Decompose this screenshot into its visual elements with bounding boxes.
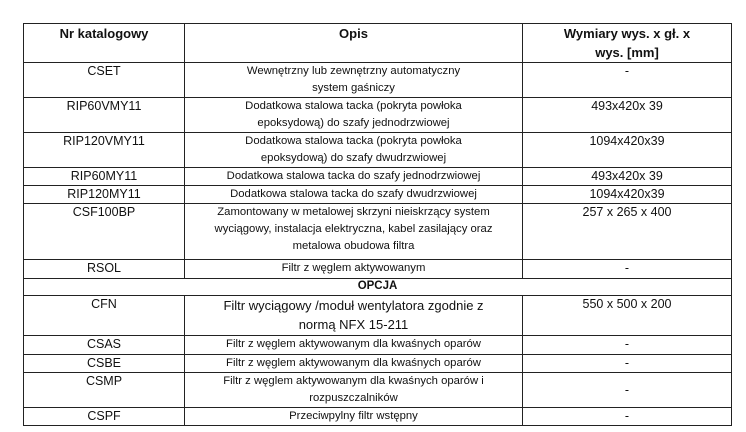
table-row: RSOL Filtr z węglem aktywowanym - (23, 259, 732, 279)
dimensions: - (522, 372, 732, 408)
catalog-number: RIP120MY11 (23, 185, 185, 204)
table-row: CFN Filtr wyciągowy /moduł wentylatora z… (23, 295, 732, 336)
description: Filtr z węglem aktywowanym dla kwaśnych … (184, 354, 523, 373)
table-row: CSBE Filtr z węglem aktywowanym dla kwaś… (23, 354, 732, 373)
table-row: CSF100BP Zamontowany w metalowej skrzyni… (23, 203, 732, 260)
dimensions: 550 x 500 x 200 (522, 295, 732, 336)
header-description: Opis (184, 23, 523, 63)
dimensions: - (522, 259, 732, 279)
dimensions: 257 x 265 x 400 (522, 203, 732, 260)
dimensions: 493x420x 39 (522, 97, 732, 133)
option-label: OPCJA (23, 278, 732, 296)
table-row: CSAS Filtr z węglem aktywowanym dla kwaś… (23, 335, 732, 355)
dimensions: 493x420x 39 (522, 167, 732, 186)
dimensions: - (522, 354, 732, 373)
table-row: RIP120VMY11 Dodatkowa stalowa tacka (pok… (23, 132, 732, 168)
table-row: CSPF Przeciwpylny filtr wstępny - (23, 407, 732, 426)
catalog-number: RSOL (23, 259, 185, 279)
dimensions: 1094x420x39 (522, 185, 732, 204)
header-dimensions: Wymiary wys. x gł. x wys. [mm] (522, 23, 732, 63)
description: Dodatkowa stalowa tacka (pokryta powłoka… (184, 97, 523, 133)
table-row: CSMP Filtr z węglem aktywowanym dla kwaś… (23, 372, 732, 408)
description: Filtr wyciągowy /moduł wentylatora zgodn… (184, 295, 523, 336)
description: Filtr z węglem aktywowanym dla kwaśnych … (184, 372, 523, 408)
product-table: Nr katalogowy Opis Wymiary wys. x gł. x … (23, 23, 732, 426)
description: Dodatkowa stalowa tacka do szafy jednodr… (184, 167, 523, 186)
catalog-number: CSAS (23, 335, 185, 355)
header-catalog-number: Nr katalogowy (23, 23, 185, 63)
description: Wewnętrzny lub zewnętrzny automatyczny s… (184, 62, 523, 98)
table-row: RIP60MY11 Dodatkowa stalowa tacka do sza… (23, 167, 732, 186)
catalog-number: RIP120VMY11 (23, 132, 185, 168)
table-header: Nr katalogowy Opis Wymiary wys. x gł. x … (23, 23, 732, 63)
catalog-number: CFN (23, 295, 185, 336)
dimensions: - (522, 62, 732, 98)
catalog-number: CSMP (23, 372, 185, 408)
catalog-number: RIP60MY11 (23, 167, 185, 186)
catalog-number: CSET (23, 62, 185, 98)
catalog-number: CSBE (23, 354, 185, 373)
description: Filtr z węglem aktywowanym (184, 259, 523, 279)
dimensions: - (522, 407, 732, 426)
dimensions: 1094x420x39 (522, 132, 732, 168)
description: Dodatkowa stalowa tacka (pokryta powłoka… (184, 132, 523, 168)
description: Filtr z węglem aktywowanym dla kwaśnych … (184, 335, 523, 355)
table-row: CSET Wewnętrzny lub zewnętrzny automatyc… (23, 62, 732, 98)
description: Dodatkowa stalowa tacka do szafy dwudrzw… (184, 185, 523, 204)
option-section-header: OPCJA (23, 278, 732, 296)
dimensions: - (522, 335, 732, 355)
description: Przeciwpylny filtr wstępny (184, 407, 523, 426)
description: Zamontowany w metalowej skrzyni nieiskrz… (184, 203, 523, 260)
catalog-number: RIP60VMY11 (23, 97, 185, 133)
catalog-number: CSF100BP (23, 203, 185, 260)
catalog-number: CSPF (23, 407, 185, 426)
table-row: RIP120MY11 Dodatkowa stalowa tacka do sz… (23, 185, 732, 204)
table-row: RIP60VMY11 Dodatkowa stalowa tacka (pokr… (23, 97, 732, 133)
